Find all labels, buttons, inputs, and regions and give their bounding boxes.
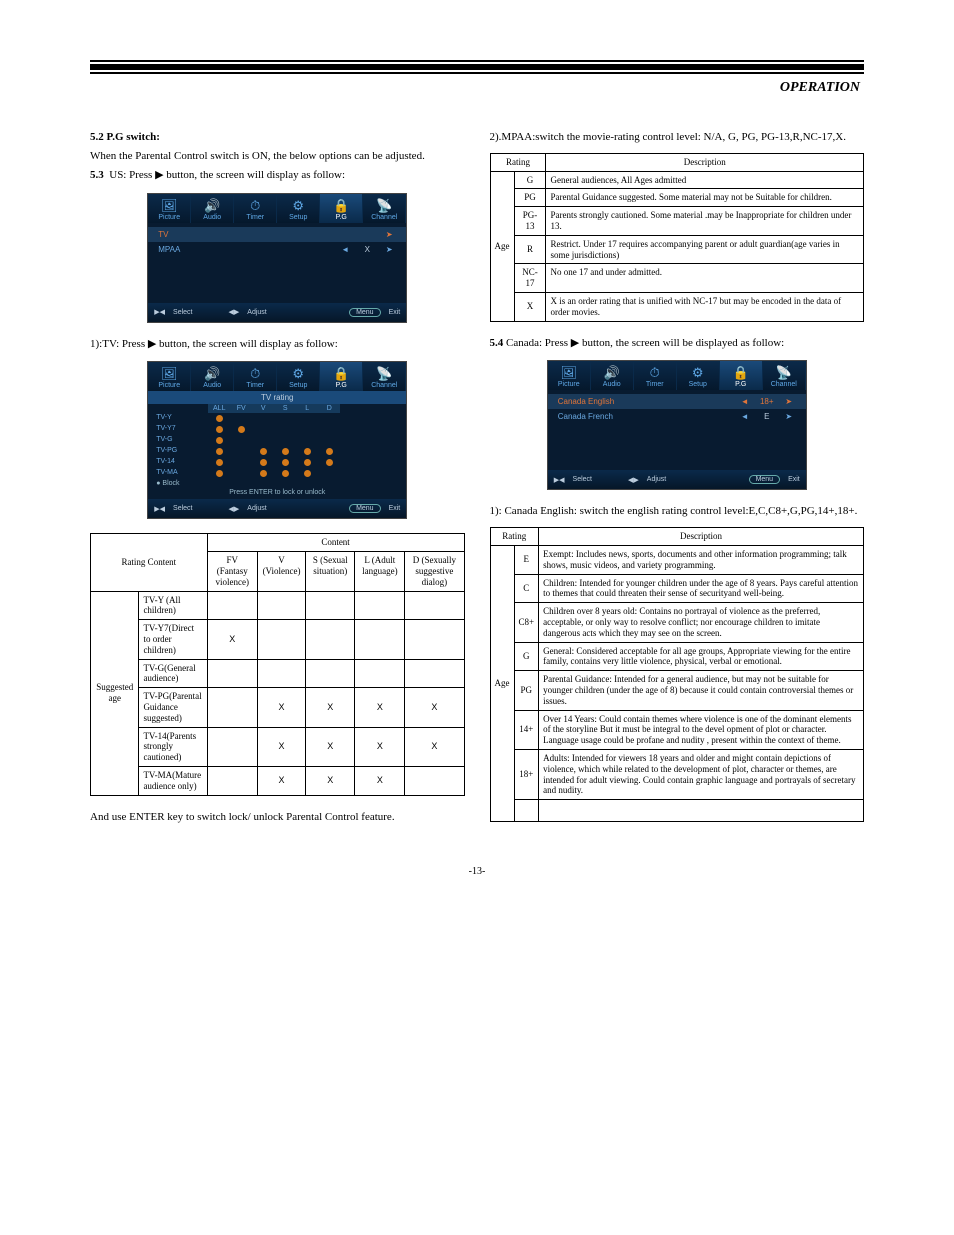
osd-row: MPAA◄X➤: [148, 242, 406, 257]
osd-tab-p.g: 🔒P.G: [720, 361, 763, 390]
osd-tab-channel: 📡Channel: [363, 194, 406, 223]
osd-tab-p.g: 🔒P.G: [320, 362, 363, 391]
osd-tab-picture: 🖼Picture: [548, 361, 591, 390]
header-rule: [90, 60, 864, 74]
right-column: 2).MPAA:switch the movie-rating control …: [490, 126, 865, 836]
osd-tab-audio: 🔊Audio: [591, 361, 634, 390]
osd-row: TV➤: [148, 227, 406, 242]
mpaa-table: RatingDescriptionAgeGGeneral audiences, …: [490, 153, 865, 322]
osd-tab-setup: ⚙Setup: [277, 362, 320, 391]
osd-row: Canada English◄18+➤: [548, 394, 806, 409]
osd-tab-setup: ⚙Setup: [277, 194, 320, 223]
sec-5-3-tv: 1):TV: Press ▶ button, the screen will d…: [90, 337, 465, 352]
osd-us-main: 🖼Picture🔊Audio⏱Timer⚙Setup🔒P.G📡Channel T…: [147, 193, 407, 323]
osd-tab-timer: ⏱Timer: [634, 361, 677, 390]
enter-note: And use ENTER key to switch lock/ unlock…: [90, 810, 465, 825]
osd-tab-timer: ⏱Timer: [234, 194, 277, 223]
osd-tab-channel: 📡Channel: [363, 362, 406, 391]
left-column: 5.2 P.G switch: When the Parental Contro…: [90, 126, 465, 836]
osd-tab-timer: ⏱Timer: [234, 362, 277, 391]
osd-tab-channel: 📡Channel: [763, 361, 806, 390]
sec-5-3: 5.3 US: Press ▶ button, the screen will …: [90, 168, 465, 183]
mpaa-head: 2).MPAA:switch the movie-rating control …: [490, 130, 865, 145]
sec-5-4: 5.4 Canada: Press ▶ button, the screen w…: [490, 336, 865, 351]
osd-row: Canada French◄E➤: [548, 409, 806, 424]
osd-tab-audio: 🔊Audio: [191, 194, 234, 223]
osd-tab-setup: ⚙Setup: [677, 361, 720, 390]
content-rating-table: Rating ContentContentFV (Fantasy violenc…: [90, 533, 465, 795]
page-title: OPERATION: [90, 80, 864, 96]
canada-en-head: 1): Canada English: switch the english r…: [490, 504, 865, 519]
sec-5-2-body: When the Parental Control switch is ON, …: [90, 149, 465, 164]
osd-tab-picture: 🖼Picture: [148, 362, 191, 391]
osd-tv-rating: 🖼Picture🔊Audio⏱Timer⚙Setup🔒P.G📡Channel T…: [147, 361, 407, 519]
osd-tab-p.g: 🔒P.G: [320, 194, 363, 223]
osd-tab-audio: 🔊Audio: [191, 362, 234, 391]
canada-table: RatingDescriptionAgeEExempt: Includes ne…: [490, 527, 865, 822]
sec-5-2-head: 5.2 P.G switch:: [90, 130, 465, 145]
osd-tab-picture: 🖼Picture: [148, 194, 191, 223]
osd-canada: 🖼Picture🔊Audio⏱Timer⚙Setup🔒P.G📡Channel C…: [547, 360, 807, 490]
page-number: -13-: [90, 866, 864, 877]
content-columns: 5.2 P.G switch: When the Parental Contro…: [90, 126, 864, 836]
